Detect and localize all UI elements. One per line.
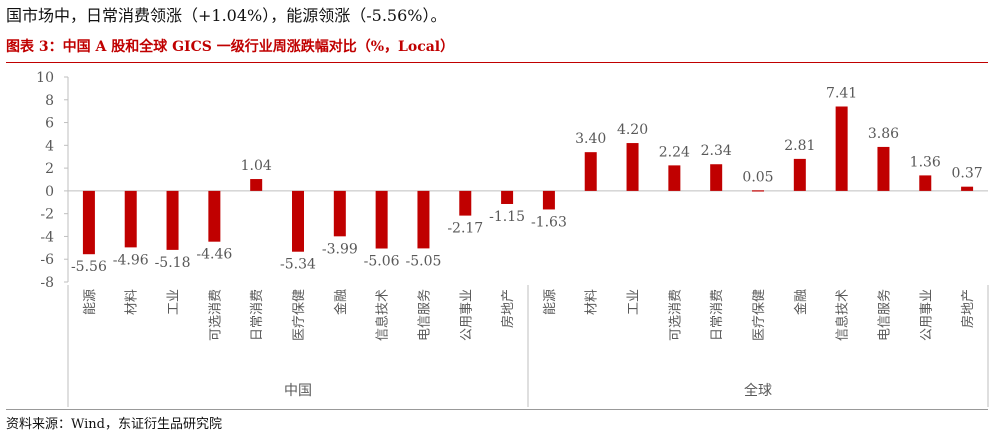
- bar: [542, 190, 555, 210]
- bar: [919, 175, 932, 191]
- category-label: 电信服务: [876, 289, 892, 341]
- data-label: -5.56: [71, 259, 107, 275]
- bar: [835, 106, 848, 191]
- category-label: 能源: [83, 289, 98, 315]
- data-label: -5.18: [155, 255, 191, 271]
- y-tick-label: 0: [45, 184, 54, 200]
- category-label: 金融: [793, 289, 809, 315]
- category-label: 材料: [125, 289, 140, 315]
- data-label: 2.24: [659, 144, 690, 160]
- bar-chart: -8 -6 -4 -2 0 2 4 6 8 10 -5.56 能源 -4.96 材料 -5.18 工业 -4.4…: [36, 70, 989, 407]
- category-label: 房地产: [500, 289, 516, 328]
- data-label: 2.81: [784, 138, 815, 154]
- bar: [961, 186, 974, 191]
- bar: [752, 190, 764, 192]
- figure-title: 图表 3：中国 A 股和全球 GICS 一级行业周涨跌幅对比（%，Local）: [6, 39, 455, 55]
- data-label: 4.20: [617, 122, 648, 138]
- data-label: 0.05: [742, 169, 773, 185]
- data-label: -1.15: [489, 209, 525, 225]
- y-tick-label: 4: [45, 138, 54, 154]
- category-label: 能源: [543, 289, 558, 315]
- data-label: -5.05: [406, 253, 442, 269]
- bar: [501, 190, 514, 204]
- category-label: 可选消费: [208, 289, 223, 341]
- data-label: 1.04: [241, 158, 272, 174]
- data-label: 3.86: [868, 126, 899, 142]
- data-label: -5.06: [364, 254, 400, 270]
- intro-text: 国市场中，日常消费领涨（+1.04%），能源领涨（-5.56%）。: [6, 6, 447, 25]
- y-tick-label: -6: [40, 252, 54, 268]
- bar: [417, 190, 430, 249]
- category-label: 医疗保健: [292, 289, 307, 341]
- data-label: -4.96: [113, 252, 149, 268]
- category-label: 金融: [333, 289, 349, 315]
- data-label: -2.17: [447, 221, 483, 237]
- group-label: 中国: [284, 383, 312, 399]
- y-tick-label: 10: [36, 70, 54, 86]
- bar: [710, 164, 723, 191]
- data-label: -1.63: [531, 214, 567, 230]
- bar: [333, 190, 346, 237]
- category-label: 材料: [585, 289, 600, 315]
- data-label: 3.40: [575, 131, 606, 147]
- group-label: 全球: [744, 382, 772, 399]
- category-label: 公用事业: [919, 289, 934, 341]
- y-tick-label: -4: [40, 229, 54, 245]
- source-note: 资料来源：Wind，东证衍生品研究院: [6, 417, 222, 432]
- category-label: 日常消费: [710, 289, 725, 341]
- source-divider: [6, 409, 988, 410]
- y-tick-label: -2: [40, 207, 54, 223]
- bar: [82, 190, 95, 255]
- data-label: 0.37: [952, 166, 983, 182]
- category-label: 工业: [167, 289, 182, 315]
- bar: [166, 190, 179, 250]
- bar: [208, 190, 221, 242]
- title-divider: [6, 62, 988, 63]
- bar: [250, 179, 263, 191]
- category-label: 电信服务: [416, 289, 432, 341]
- category-label: 公用事业: [459, 289, 474, 341]
- data-label: 2.34: [701, 143, 732, 159]
- data-label: 1.36: [910, 154, 941, 170]
- bar: [459, 190, 472, 216]
- bar: [626, 143, 639, 191]
- bar: [292, 190, 304, 252]
- bar: [124, 190, 137, 248]
- category-label: 可选消费: [668, 289, 683, 341]
- y-tick-label: -8: [40, 275, 54, 291]
- data-label: -5.34: [280, 257, 316, 273]
- y-tick-label: 8: [45, 93, 54, 109]
- y-tick-label: 6: [45, 116, 54, 132]
- bar: [877, 146, 890, 191]
- category-label: 工业: [627, 289, 642, 315]
- category-label: 医疗保健: [752, 289, 767, 341]
- category-label: 房地产: [960, 289, 976, 328]
- category-label: 信息技术: [375, 289, 391, 341]
- category-label: 日常消费: [250, 289, 265, 341]
- bar: [375, 190, 388, 249]
- data-label: -3.99: [322, 241, 358, 257]
- bar: [668, 165, 681, 191]
- category-label: 信息技术: [835, 289, 851, 341]
- data-label: -4.46: [196, 247, 232, 263]
- bar: [584, 152, 597, 191]
- bar: [793, 158, 806, 191]
- y-tick-label: 2: [45, 161, 54, 177]
- data-label: 7.41: [826, 85, 857, 101]
